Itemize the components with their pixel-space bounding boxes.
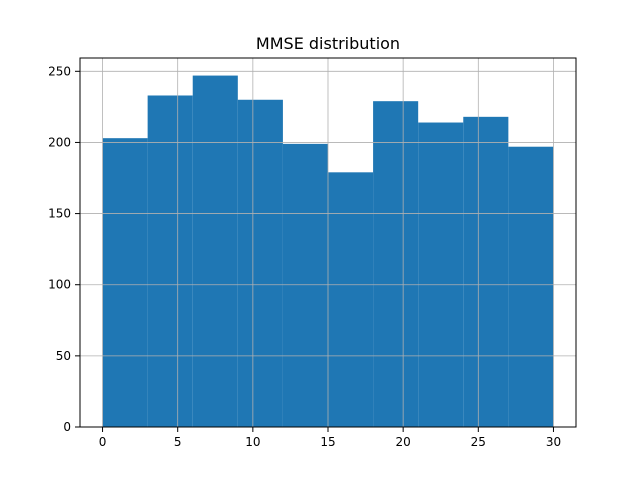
x-tick-label: 0 xyxy=(99,435,107,449)
x-tick-label: 25 xyxy=(471,435,486,449)
histogram-bar xyxy=(508,146,554,427)
x-tick-label: 30 xyxy=(546,435,561,449)
x-tick-label: 20 xyxy=(396,435,411,449)
x-tick-label: 15 xyxy=(320,435,335,449)
y-tick-label: 250 xyxy=(48,64,71,78)
y-tick-label: 0 xyxy=(63,420,71,434)
histogram-bar xyxy=(373,101,419,427)
y-axis-ticks: 0 50 100 150 200 250 xyxy=(48,64,80,434)
histogram-bar xyxy=(418,122,464,427)
histogram-bar xyxy=(147,95,193,428)
y-tick-label: 150 xyxy=(48,207,71,221)
x-tick-label: 5 xyxy=(174,435,182,449)
x-tick-label: 10 xyxy=(245,435,260,449)
histogram-bar xyxy=(237,99,283,427)
histogram-bar xyxy=(463,116,509,427)
y-tick-label: 50 xyxy=(56,349,71,363)
chart-title: MMSE distribution xyxy=(256,34,400,53)
histogram-bar xyxy=(282,143,328,427)
y-tick-label: 200 xyxy=(48,135,71,149)
x-axis-ticks: 0 5 10 15 20 25 30 xyxy=(99,427,561,449)
histogram-bar xyxy=(192,75,238,428)
y-tick-label: 100 xyxy=(48,278,71,292)
histogram-bar xyxy=(102,138,148,428)
histogram-bar xyxy=(328,172,374,427)
histogram-bars xyxy=(102,75,554,428)
